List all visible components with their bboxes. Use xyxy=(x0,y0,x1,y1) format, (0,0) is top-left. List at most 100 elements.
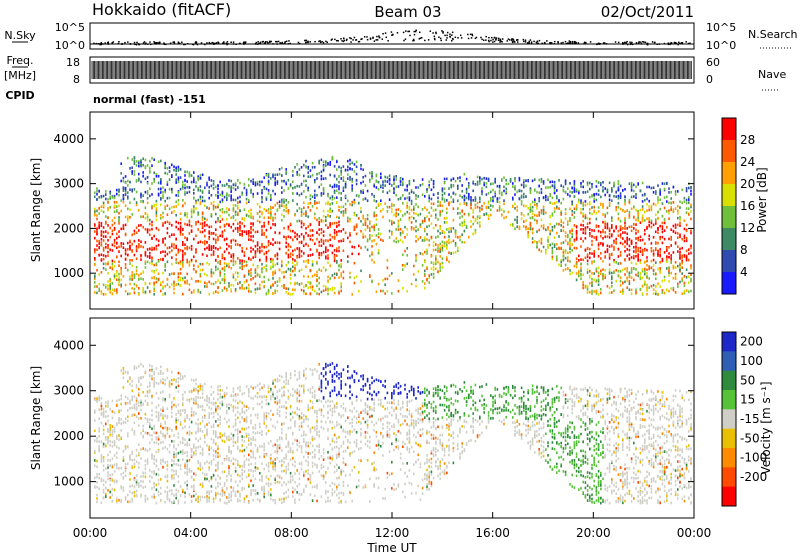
echo-point xyxy=(597,206,600,209)
echo-point xyxy=(562,255,565,258)
echo-point xyxy=(567,220,569,223)
echo-point xyxy=(586,190,589,193)
echo-point xyxy=(624,202,626,206)
echo-point xyxy=(606,206,609,210)
echo-point xyxy=(208,292,210,296)
noise-point xyxy=(275,40,277,43)
echo-point xyxy=(113,200,116,204)
echo-point xyxy=(333,291,336,295)
echo-point xyxy=(237,243,239,246)
echo-point xyxy=(439,232,441,235)
echo-point xyxy=(307,202,309,205)
echo-point xyxy=(331,244,334,248)
echo-point xyxy=(553,224,556,228)
echo-point xyxy=(397,279,400,282)
echo-point xyxy=(303,174,305,178)
echo-point xyxy=(292,249,294,253)
echo-point xyxy=(111,262,114,266)
echo-point xyxy=(679,256,681,260)
echo-point xyxy=(580,185,582,188)
echo-point xyxy=(94,257,96,260)
echo-point xyxy=(179,262,182,265)
echo-point xyxy=(314,212,316,216)
noise-point xyxy=(385,36,388,39)
echo-point xyxy=(591,182,593,186)
echo-point xyxy=(124,290,127,293)
echo-point xyxy=(272,259,274,263)
echo-point xyxy=(193,176,195,180)
echo-point xyxy=(380,199,382,203)
echo-point xyxy=(450,240,452,244)
echo-point xyxy=(347,260,349,263)
echo-point xyxy=(479,200,481,204)
echo-point xyxy=(252,182,254,186)
echo-point xyxy=(487,214,490,217)
echo-point xyxy=(604,193,606,197)
echo-point xyxy=(406,188,408,192)
echo-point xyxy=(597,278,600,282)
noise-point xyxy=(524,39,527,41)
noise-point xyxy=(412,39,414,42)
echo-point xyxy=(338,220,340,224)
echo-point xyxy=(318,292,320,296)
echo-point xyxy=(300,268,303,272)
echo-point xyxy=(540,237,543,241)
echo-point xyxy=(366,213,369,217)
echo-point xyxy=(177,251,180,254)
echo-point xyxy=(267,222,270,226)
echo-point xyxy=(98,434,100,438)
echo-point xyxy=(479,176,481,180)
echo-point xyxy=(677,190,679,193)
echo-point xyxy=(428,274,430,277)
echo-point xyxy=(232,257,235,260)
echo-point xyxy=(190,277,193,280)
echo-point xyxy=(217,291,219,294)
noise-point xyxy=(297,41,300,44)
echo-point xyxy=(415,194,417,197)
echo-point xyxy=(195,221,197,224)
echo-point xyxy=(646,203,648,206)
echo-point xyxy=(575,246,578,250)
echo-point xyxy=(122,187,125,190)
echo-point xyxy=(151,246,153,250)
echo-point xyxy=(604,213,606,217)
noise-point xyxy=(651,41,654,43)
echo-point xyxy=(327,280,329,284)
echo-point xyxy=(197,290,199,293)
echo-point xyxy=(419,225,422,228)
echo-point xyxy=(560,246,562,250)
echo-point xyxy=(267,182,270,186)
echo-point xyxy=(628,248,631,252)
echo-point xyxy=(175,261,177,264)
noise-point xyxy=(318,40,320,43)
echo-point xyxy=(650,221,653,225)
echo-point xyxy=(309,292,312,296)
echo-point xyxy=(96,437,98,440)
echo-point xyxy=(391,272,393,275)
echo-point xyxy=(102,413,105,416)
echo-point xyxy=(109,450,111,454)
echo-point xyxy=(318,228,320,231)
echo-point xyxy=(102,459,105,462)
echo-point xyxy=(294,282,296,286)
echo-point xyxy=(399,180,402,183)
echo-point xyxy=(131,242,133,246)
echo-point xyxy=(556,196,558,200)
echo-point xyxy=(633,254,635,258)
echo-point xyxy=(366,238,369,242)
echo-point xyxy=(175,244,177,248)
echo-point xyxy=(608,253,611,256)
echo-point xyxy=(320,269,323,272)
echo-point xyxy=(190,208,193,211)
echo-point xyxy=(353,170,356,173)
noise-point xyxy=(624,41,626,44)
echo-point xyxy=(617,269,620,273)
echo-point xyxy=(320,240,323,243)
echo-point xyxy=(646,263,648,267)
echo-point xyxy=(96,500,98,504)
echo-point xyxy=(448,238,450,242)
echo-point xyxy=(100,232,103,236)
echo-point xyxy=(116,241,118,245)
echo-point xyxy=(300,220,303,223)
echo-point xyxy=(129,275,131,278)
